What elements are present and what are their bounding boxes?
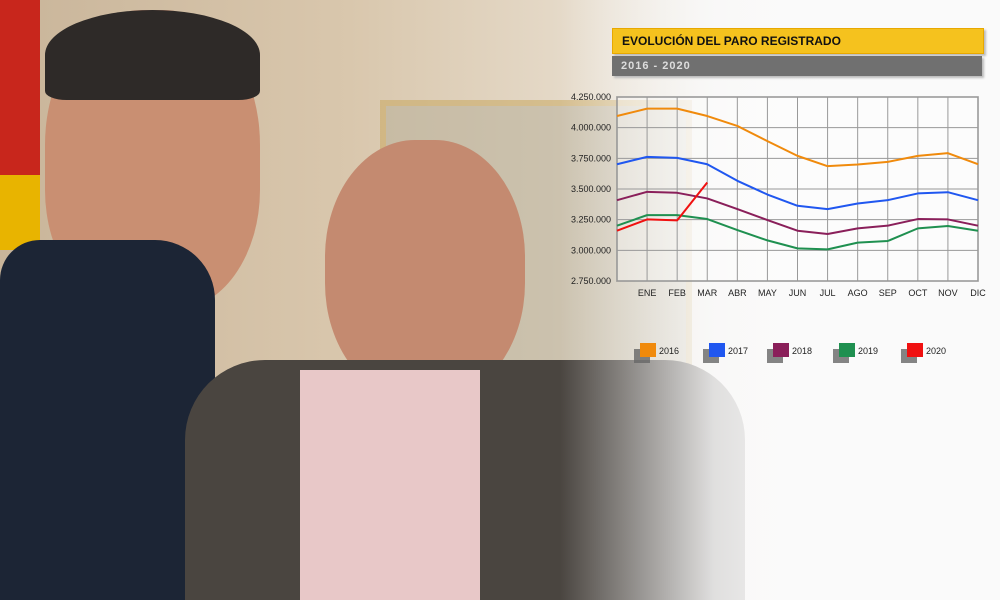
legend-swatch [773, 343, 789, 357]
series-line-2018 [616, 190, 979, 236]
legend-label: 2017 [728, 346, 749, 356]
x-tick-label: MAY [758, 288, 777, 298]
x-tick-label: ENE [638, 288, 657, 298]
legend-label: 2019 [858, 346, 879, 356]
legend-label: 2018 [792, 346, 813, 356]
y-tick-label: 4.000.000 [571, 123, 611, 133]
person-left-suit [0, 240, 215, 600]
series-line-2017 [616, 155, 979, 211]
y-tick-label: 3.500.000 [571, 184, 611, 194]
legend-swatch [839, 343, 855, 357]
chart-subtitle: 2016 - 2020 [621, 60, 691, 72]
y-tick-label: 2.750.000 [571, 276, 611, 286]
x-tick-label: JUN [789, 288, 807, 298]
legend-label: 2020 [926, 346, 947, 356]
x-tick-label: SEP [879, 288, 897, 298]
x-tick-label: OCT [908, 288, 928, 298]
x-tick-label: ABR [728, 288, 747, 298]
chart-subtitle-bar: 2016 - 2020 [612, 56, 982, 76]
person-right-face [325, 140, 525, 400]
legend-label: 2016 [659, 346, 680, 356]
series-line-2016 [616, 107, 979, 168]
person-left-hair [45, 10, 260, 100]
x-tick-label: FEB [668, 288, 686, 298]
legend-swatch [640, 343, 656, 357]
chart-title-bar: EVOLUCIÓN DEL PARO REGISTRADO [612, 28, 984, 54]
series-line-2019 [616, 214, 979, 251]
x-tick-label: DIC [970, 288, 986, 298]
y-tick-label: 3.750.000 [571, 153, 611, 163]
person-right-shirt [300, 370, 480, 600]
legend-swatch [709, 343, 725, 357]
x-tick-label: AGO [848, 288, 868, 298]
y-tick-label: 3.000.000 [571, 245, 611, 255]
x-tick-label: JUL [820, 288, 836, 298]
y-tick-label: 3.250.000 [571, 215, 611, 225]
x-tick-label: MAR [697, 288, 718, 298]
x-tick-label: NOV [938, 288, 958, 298]
chart-title: EVOLUCIÓN DEL PARO REGISTRADO [622, 34, 841, 48]
y-tick-label: 4.250.000 [571, 92, 611, 102]
legend-swatch [907, 343, 923, 357]
series-line-2020 [616, 181, 709, 232]
flag [0, 0, 40, 250]
